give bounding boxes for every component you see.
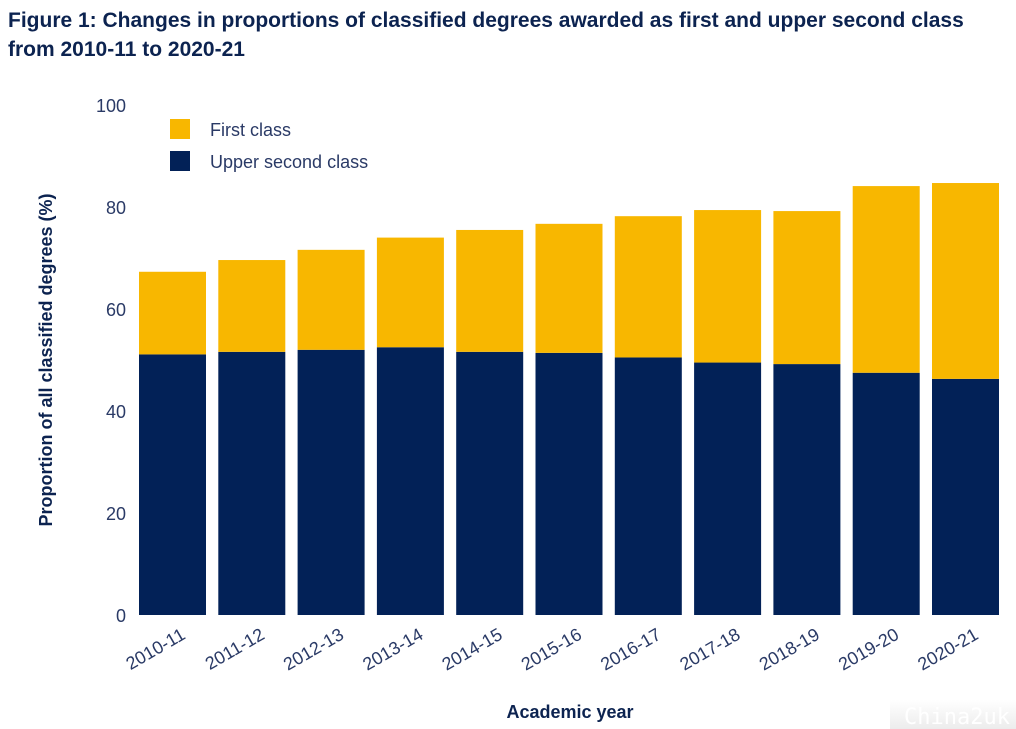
x-tick-label: 2013-14 — [359, 624, 426, 674]
x-tick-label: 2018-19 — [756, 624, 823, 674]
bar-upper-second-2017-18 — [694, 362, 762, 615]
watermark-bg — [890, 700, 1016, 729]
bar-first-class-2010-11 — [139, 271, 206, 355]
bar-first-class-2017-18 — [694, 210, 762, 363]
legend-swatch-upper-second — [170, 151, 190, 171]
bar-first-class-2014-15 — [456, 229, 524, 352]
x-axis-title: Academic year — [506, 702, 633, 722]
x-tick-label: 2014-15 — [438, 624, 505, 674]
bar-upper-second-2013-14 — [376, 347, 444, 615]
bar-upper-second-2018-19 — [773, 364, 841, 615]
x-tick-label: 2011-12 — [202, 624, 268, 674]
bar-first-class-2018-19 — [773, 211, 841, 365]
y-tick-label: 40 — [106, 402, 126, 422]
bar-upper-second-2020-21 — [932, 378, 999, 615]
bar-upper-second-2019-20 — [852, 372, 920, 615]
legend-swatch-first-class — [170, 119, 190, 139]
y-tick-label: 60 — [106, 300, 126, 320]
x-tick-label: 2010-11 — [122, 624, 188, 674]
legend: First class Upper second class — [170, 119, 368, 172]
watermark: China2uk — [904, 705, 1010, 729]
chart-title: Figure 1: Changes in proportions of clas… — [8, 9, 964, 61]
y-tick-label: 0 — [116, 606, 126, 626]
x-tick-label: 2012-13 — [280, 624, 347, 674]
legend-label-first-class: First class — [210, 120, 291, 140]
bar-first-class-2012-13 — [297, 249, 365, 350]
legend-label-upper-second: Upper second class — [210, 152, 368, 172]
bar-first-class-2020-21 — [932, 183, 999, 379]
x-tick-label: 2020-21 — [914, 624, 981, 674]
bar-upper-second-2011-12 — [218, 351, 286, 615]
bar-first-class-2019-20 — [852, 186, 920, 373]
bar-first-class-2013-14 — [376, 237, 444, 348]
bar-first-class-2015-16 — [535, 223, 603, 353]
bar-upper-second-2015-16 — [535, 352, 603, 615]
y-tick-label: 20 — [106, 504, 126, 524]
y-axis-title: Proportion of all classified degrees (%) — [36, 193, 56, 526]
y-tick-label: 100 — [96, 96, 126, 116]
bar-upper-second-2016-17 — [614, 357, 682, 615]
x-tick-label: 2015-16 — [518, 624, 585, 674]
y-tick-label: 80 — [106, 198, 126, 218]
bar-first-class-2011-12 — [218, 260, 286, 352]
bar-first-class-2016-17 — [614, 216, 682, 358]
bar-upper-second-2014-15 — [456, 351, 524, 615]
bar-upper-second-2010-11 — [139, 354, 206, 615]
x-tick-label: 2017-18 — [676, 624, 743, 674]
bar-upper-second-2012-13 — [297, 349, 365, 615]
x-tick-label: 2016-17 — [597, 624, 664, 674]
x-tick-label: 2019-20 — [835, 624, 902, 674]
